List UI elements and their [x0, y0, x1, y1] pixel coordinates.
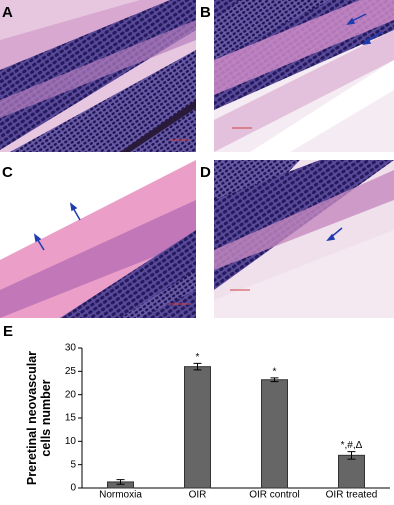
annotation: *: [196, 352, 200, 363]
micrograph-b: [214, 0, 394, 152]
error-bar: [193, 362, 202, 371]
panel-label: E: [3, 323, 13, 340]
error-bar: [116, 479, 125, 485]
error-bar: [270, 377, 279, 383]
panel-label: D: [200, 164, 211, 181]
y-tick-label: 5: [70, 459, 76, 470]
y-axis-label: Preretinal neovascular cells number: [25, 350, 53, 486]
panel-label: B: [200, 4, 211, 21]
x-tick-label: OIR treated: [326, 490, 378, 500]
panel-label: C: [2, 164, 13, 181]
micrograph-a: [0, 0, 196, 152]
x-tick-label: OIR: [189, 490, 207, 500]
bar: [338, 454, 365, 489]
bar: [184, 366, 211, 489]
y-tick-label: 25: [65, 366, 77, 377]
scale-bars: [170, 127, 252, 305]
y-tick-label: 10: [65, 436, 77, 447]
micrograph-d: [214, 160, 394, 318]
micrograph-c: [0, 160, 196, 318]
annotation: *,#,Δ: [341, 440, 363, 451]
bar: [261, 379, 288, 489]
x-tick-label: OIR control: [249, 490, 300, 500]
y-tick-label: 30: [65, 343, 77, 354]
arrows: [33, 13, 383, 251]
y-tick-label: 20: [65, 389, 77, 400]
x-tick-label: Normoxia: [99, 490, 142, 500]
y-tick-label: 15: [65, 413, 77, 424]
annotation: *: [273, 367, 277, 378]
error-bar: [347, 451, 356, 460]
panel-label: A: [2, 4, 13, 21]
y-tick-label: 0: [70, 483, 76, 494]
